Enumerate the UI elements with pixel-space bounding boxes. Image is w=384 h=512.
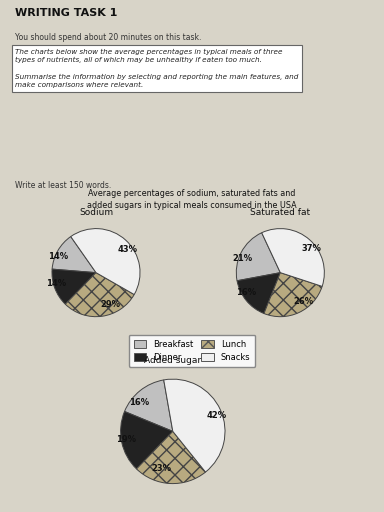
Text: 16%: 16%	[236, 288, 256, 297]
Wedge shape	[236, 233, 280, 281]
Wedge shape	[237, 272, 280, 313]
Wedge shape	[52, 237, 96, 272]
Title: Sodium: Sodium	[79, 208, 113, 217]
Text: 16%: 16%	[129, 397, 149, 407]
Text: 14%: 14%	[46, 279, 66, 288]
Text: 26%: 26%	[294, 297, 314, 306]
Wedge shape	[52, 269, 96, 304]
Text: 19%: 19%	[116, 435, 136, 443]
Text: 14%: 14%	[48, 252, 68, 262]
Text: 23%: 23%	[151, 464, 171, 474]
Wedge shape	[71, 229, 140, 294]
Legend: Breakfast, Dinner, Lunch, Snacks: Breakfast, Dinner, Lunch, Snacks	[129, 335, 255, 367]
Text: WRITING TASK 1: WRITING TASK 1	[15, 8, 118, 18]
Wedge shape	[124, 380, 173, 431]
Text: You should spend about 20 minutes on this task.: You should spend about 20 minutes on thi…	[15, 33, 202, 42]
Text: Average percentages of sodium, saturated fats and
added sugars in typical meals : Average percentages of sodium, saturated…	[87, 189, 297, 210]
Text: Write at least 150 words.: Write at least 150 words.	[15, 181, 112, 190]
Text: 43%: 43%	[118, 245, 137, 254]
Wedge shape	[121, 412, 173, 469]
Wedge shape	[264, 272, 322, 316]
Title: Added sugar: Added sugar	[144, 356, 201, 365]
Text: 29%: 29%	[100, 300, 121, 309]
Wedge shape	[262, 229, 324, 286]
Text: 42%: 42%	[207, 411, 227, 420]
Title: Saturated fat: Saturated fat	[250, 208, 310, 217]
Text: 21%: 21%	[232, 253, 252, 263]
Text: 37%: 37%	[301, 244, 321, 253]
Wedge shape	[65, 272, 134, 316]
Wedge shape	[137, 431, 205, 483]
Wedge shape	[164, 379, 225, 472]
Text: The charts below show the average percentages in typical meals of three
types of: The charts below show the average percen…	[15, 49, 299, 88]
